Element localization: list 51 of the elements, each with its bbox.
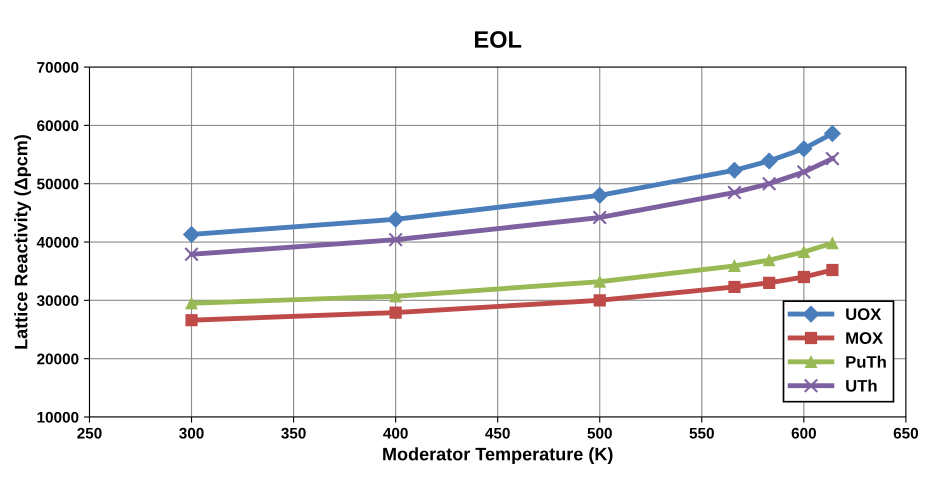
point <box>726 162 743 179</box>
point <box>728 280 741 294</box>
x-tick-label: 350 <box>281 428 306 439</box>
legend-label: UOX <box>846 308 882 320</box>
point <box>825 151 840 166</box>
point <box>185 297 198 310</box>
x-tick-label: 300 <box>179 428 204 439</box>
y-tick-label: 20000 <box>37 354 78 364</box>
x-tick-label: 500 <box>587 428 612 439</box>
legend-label: PuTh <box>846 356 886 368</box>
legend-label: MOX <box>846 332 883 344</box>
point <box>592 210 608 225</box>
y-tick-label: 30000 <box>36 295 78 306</box>
point <box>727 185 742 200</box>
y-tick-label: 50000 <box>37 178 78 190</box>
point <box>184 246 199 262</box>
point <box>390 306 402 319</box>
x-tick-label: 400 <box>383 428 408 439</box>
legend-label: UTh <box>846 379 877 392</box>
point <box>795 140 812 158</box>
point <box>594 276 606 288</box>
point <box>762 176 776 192</box>
y-tick-label: 70000 <box>37 62 78 73</box>
x-tick-label: 600 <box>792 428 816 439</box>
point <box>388 232 403 247</box>
point <box>826 237 839 250</box>
point <box>591 186 608 204</box>
x-axis-title: Moderator Temperature (K) <box>383 447 613 464</box>
point <box>826 264 839 276</box>
point <box>824 125 841 142</box>
point <box>763 276 776 289</box>
x-tick-label: 250 <box>77 428 102 439</box>
y-tick-label: 40000 <box>36 236 78 248</box>
point <box>796 164 812 180</box>
point <box>594 294 606 306</box>
x-tick-label: 450 <box>485 428 510 439</box>
point <box>763 254 776 266</box>
point <box>387 210 404 228</box>
point <box>183 226 200 243</box>
point <box>390 290 402 302</box>
y-tick-label: 60000 <box>37 120 78 132</box>
point <box>798 246 810 258</box>
x-tick-label: 650 <box>894 428 918 439</box>
y-tick-label: 10000 <box>38 412 78 423</box>
chart-title: EOL <box>475 31 522 48</box>
point <box>185 314 198 326</box>
point <box>760 152 778 170</box>
y-axis-title: Lattice Reactivity (Δpcm) <box>14 135 32 349</box>
x-tick-label: 550 <box>690 428 714 439</box>
point <box>798 270 810 284</box>
point <box>728 260 741 272</box>
